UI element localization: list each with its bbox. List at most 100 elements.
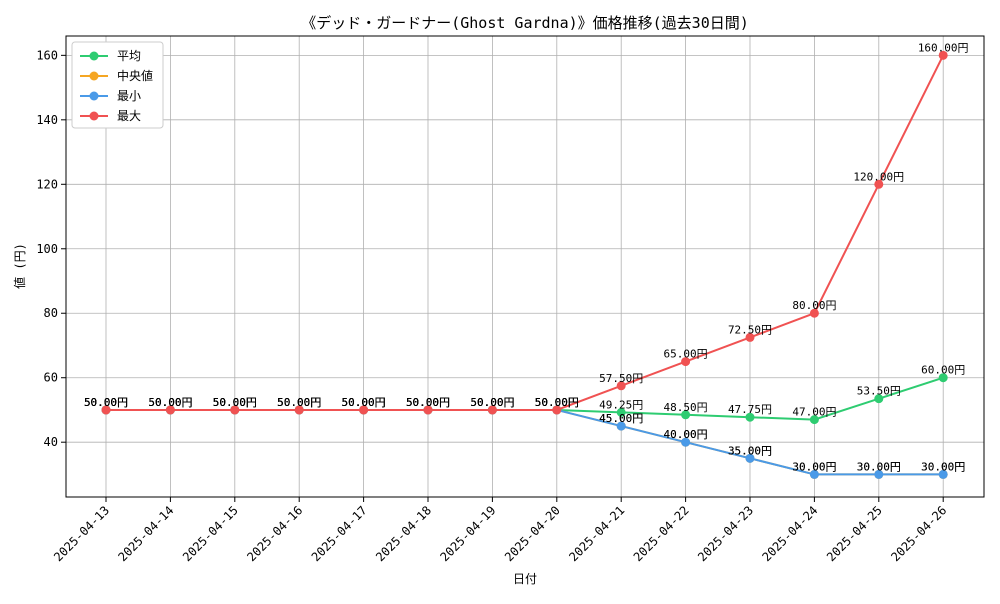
data-label-median: 30.00円 (857, 460, 901, 473)
legend-entry-median: 中央値 (80, 68, 153, 83)
data-point-average (616, 407, 626, 417)
data-label-min: 30.00円 (857, 460, 901, 473)
data-point-max (681, 357, 691, 367)
data-point-max (487, 405, 497, 415)
data-label-average: 47.00円 (792, 406, 836, 419)
data-label-median: 50.00円 (535, 396, 579, 409)
legend-label-average: 平均 (117, 49, 141, 63)
y-axis-label: 値 (円) (12, 243, 27, 289)
legend-entry-max: 最大 (80, 109, 141, 123)
data-label-max: 50.00円 (535, 396, 579, 409)
plot-frame (65, 35, 985, 498)
data-label-min: 50.00円 (213, 396, 257, 409)
data-point-max (616, 381, 626, 391)
data-point-min (745, 453, 755, 463)
data-label-min: 50.00円 (84, 396, 128, 409)
data-label-average: 50.00円 (535, 396, 579, 409)
legend-entry-min: 最小 (80, 89, 141, 103)
y-tick-label: 140 (36, 113, 58, 127)
data-label-min: 45.00円 (599, 412, 643, 425)
data-point-min (809, 469, 819, 479)
data-labels: 50.00円 50.00円 50.00円 50.00円 50.00円 50.00円 50.0… (84, 41, 969, 473)
data-point-min (938, 469, 948, 479)
data-label-min: 50.00円 (277, 396, 321, 409)
data-point-average (938, 373, 948, 383)
data-label-max: 160.00円 (918, 41, 969, 54)
legend-marker-max (89, 111, 99, 121)
data-label-average: 50.00円 (406, 396, 450, 409)
y-tick-label: 100 (36, 242, 58, 256)
data-label-average: 50.00円 (277, 396, 321, 409)
data-label-average: 50.00円 (470, 396, 514, 409)
data-point-max (230, 405, 240, 415)
legend: 平均 中央値 最小 最大 (71, 41, 164, 129)
data-label-max: 50.00円 (213, 396, 257, 409)
data-point-min (616, 421, 626, 431)
data-label-min: 50.00円 (406, 396, 450, 409)
data-label-max: 65.00円 (664, 348, 708, 361)
series-line-max (106, 54, 945, 411)
data-label-average: 53.50円 (857, 385, 901, 398)
y-tick-label: 60 (44, 371, 58, 385)
data-label-average: 50.00円 (148, 396, 192, 409)
y-tick-label: 120 (36, 177, 58, 191)
data-label-median: 45.00円 (599, 412, 643, 425)
data-label-median: 50.00円 (148, 396, 192, 409)
y-tick-label: 80 (44, 306, 58, 320)
data-label-median: 40.00円 (664, 428, 708, 441)
legend-entry-average: 平均 (80, 49, 141, 63)
data-label-min: 50.00円 (148, 396, 192, 409)
legend-marker-median (89, 71, 99, 81)
data-label-max: 120.00円 (853, 170, 904, 183)
data-label-max: 50.00円 (84, 396, 128, 409)
legend-label-min: 最小 (117, 89, 141, 103)
data-label-average: 50.00円 (213, 396, 257, 409)
data-label-median: 50.00円 (342, 396, 386, 409)
data-label-max: 50.00円 (148, 396, 192, 409)
data-label-max: 50.00円 (342, 396, 386, 409)
data-point-max (874, 179, 884, 189)
data-label-max: 72.50円 (728, 323, 772, 336)
data-point-max (294, 405, 304, 415)
data-label-max: 50.00円 (406, 396, 450, 409)
data-label-min: 40.00円 (664, 428, 708, 441)
data-label-median: 35.00円 (728, 444, 772, 457)
x-axis-label: 日付 (513, 572, 537, 586)
data-point-max (552, 405, 562, 415)
series-lines (101, 50, 948, 479)
data-point-max (165, 405, 175, 415)
y-tick-label: 160 (36, 48, 58, 62)
data-label-average: 49.25円 (599, 398, 643, 411)
legend-marker-min (89, 91, 99, 101)
data-point-max (809, 308, 819, 318)
data-label-average: 50.00円 (342, 396, 386, 409)
data-point-min (681, 437, 691, 447)
data-point-max (359, 405, 369, 415)
data-label-median: 50.00円 (277, 396, 321, 409)
data-label-average: 47.75円 (728, 403, 772, 416)
data-point-average (681, 410, 691, 420)
data-label-min: 50.00円 (535, 396, 579, 409)
data-label-median: 50.00円 (470, 396, 514, 409)
data-label-median: 50.00円 (213, 396, 257, 409)
data-point-max (938, 50, 948, 60)
data-label-max: 50.00円 (277, 396, 321, 409)
data-point-max (101, 405, 111, 415)
legend-marker-average (89, 51, 99, 61)
data-label-average: 60.00円 (921, 364, 965, 377)
data-label-average: 50.00円 (84, 396, 128, 409)
data-point-max (423, 405, 433, 415)
data-label-min: 50.00円 (470, 396, 514, 409)
data-label-min: 30.00円 (792, 460, 836, 473)
data-label-max: 80.00円 (792, 299, 836, 312)
data-label-max: 50.00円 (470, 396, 514, 409)
data-label-median: 30.00円 (921, 460, 965, 473)
data-point-min (874, 469, 884, 479)
data-label-median: 30.00円 (792, 460, 836, 473)
legend-label-max: 最大 (117, 109, 141, 123)
data-point-average (745, 412, 755, 422)
data-label-min: 30.00円 (921, 460, 965, 473)
data-point-max (745, 332, 755, 342)
